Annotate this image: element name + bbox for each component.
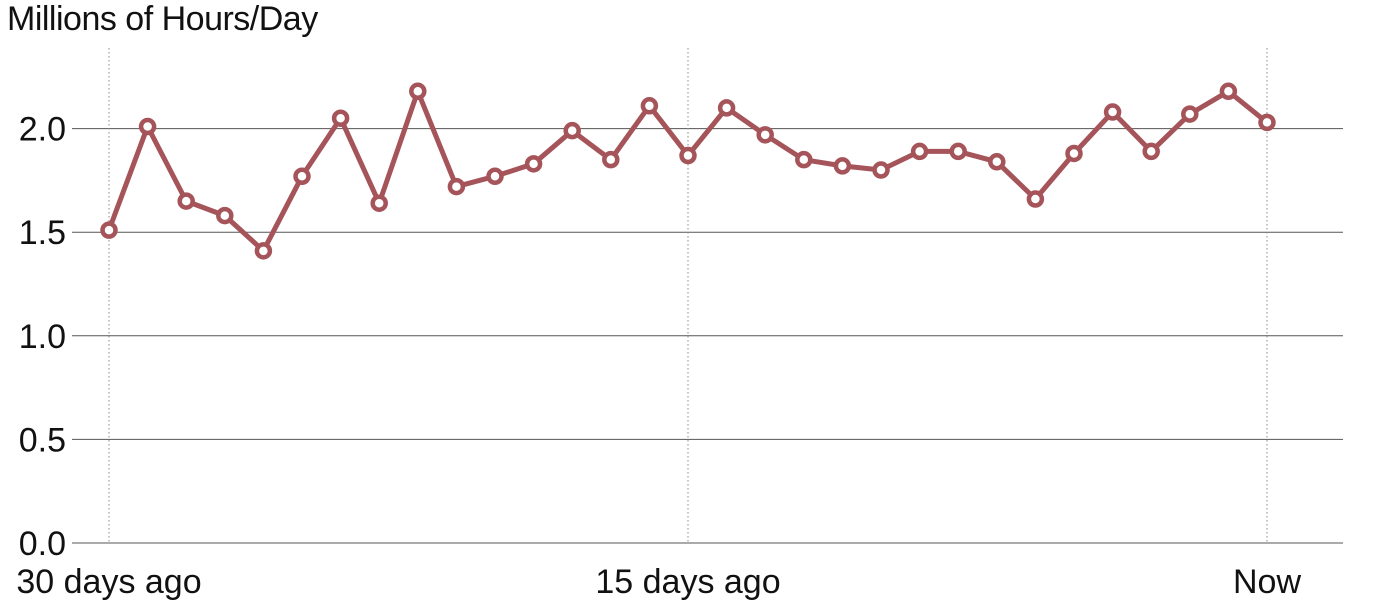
horizontal-gridlines bbox=[72, 128, 1343, 544]
data-point bbox=[1258, 113, 1276, 132]
data-point bbox=[1103, 103, 1122, 121]
data-point bbox=[293, 167, 311, 186]
data-point bbox=[563, 121, 581, 140]
x-axis-tick-labels: 30 days ago 15 days ago Now bbox=[16, 563, 1301, 600]
y-tick-label: 1.0 bbox=[19, 318, 66, 356]
data-point bbox=[1026, 190, 1045, 208]
data-point bbox=[1181, 105, 1199, 123]
x-tick-label: 30 days ago bbox=[16, 563, 201, 600]
y-tick-label: 2.0 bbox=[19, 111, 66, 149]
y-tick-label: 1.5 bbox=[19, 214, 66, 252]
data-point bbox=[524, 155, 543, 173]
data-point bbox=[602, 150, 620, 169]
data-point bbox=[756, 126, 774, 144]
data-point bbox=[1219, 82, 1238, 101]
data-point bbox=[254, 242, 273, 260]
x-tick-label: 15 days ago bbox=[595, 563, 780, 600]
data-point bbox=[1142, 142, 1160, 161]
y-axis-tick-labels: 0.0 0.5 1.0 1.5 2.0 bbox=[19, 111, 66, 563]
data-point bbox=[447, 177, 466, 196]
data-point bbox=[409, 82, 427, 101]
data-point bbox=[679, 146, 697, 165]
x-tick-label: Now bbox=[1233, 563, 1301, 600]
data-point bbox=[486, 167, 504, 186]
data-point bbox=[988, 153, 1006, 171]
y-tick-label: 0.0 bbox=[19, 525, 66, 563]
data-point bbox=[216, 206, 234, 225]
series-line bbox=[106, 88, 1270, 254]
data-point bbox=[872, 161, 890, 179]
y-tick-label: 0.5 bbox=[19, 421, 66, 459]
data-point bbox=[138, 117, 157, 136]
data-point bbox=[1065, 144, 1083, 163]
data-point bbox=[100, 221, 118, 239]
data-point bbox=[370, 194, 388, 212]
data-point bbox=[795, 150, 813, 169]
data-point bbox=[640, 97, 659, 115]
data-point bbox=[949, 142, 967, 161]
data-series bbox=[100, 82, 1276, 260]
data-point bbox=[717, 99, 736, 117]
data-point bbox=[331, 109, 350, 127]
data-point bbox=[910, 142, 929, 161]
data-point bbox=[177, 192, 195, 210]
vertical-gridlines bbox=[108, 48, 1268, 543]
data-point bbox=[833, 157, 852, 175]
chart-title: Millions of Hours/Day bbox=[7, 0, 318, 38]
